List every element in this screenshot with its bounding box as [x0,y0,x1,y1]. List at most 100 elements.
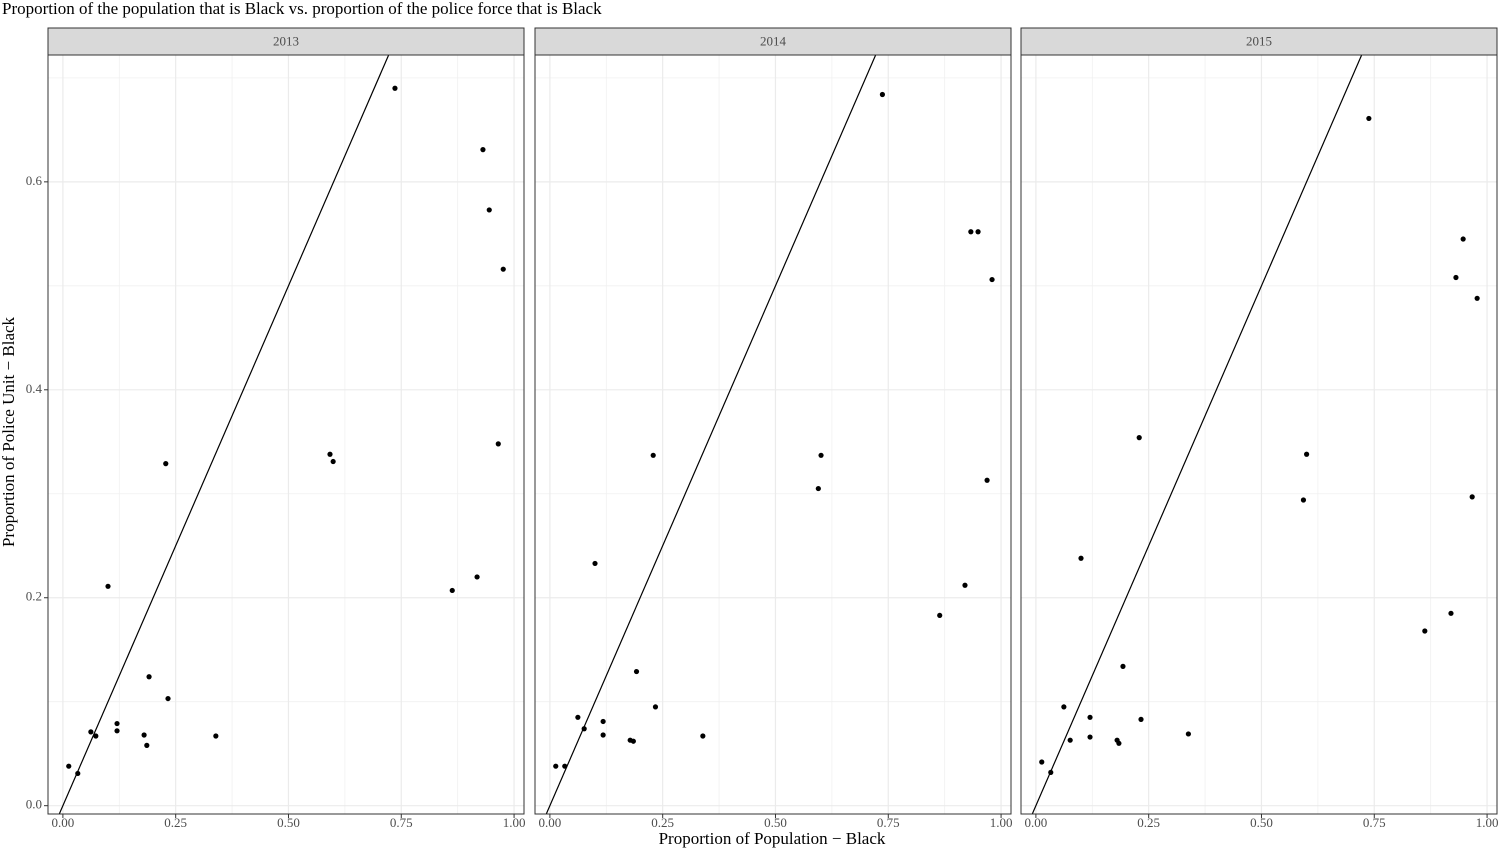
x-tick-label: 0.25 [651,815,674,830]
x-tick-label: 0.00 [1025,815,1048,830]
point [937,612,943,619]
point [327,451,333,457]
x-tick-label: 0.25 [164,815,187,830]
point [879,91,886,98]
point [1460,236,1466,242]
point [146,674,152,680]
plot-area [1021,55,1497,814]
point [562,763,568,769]
point [114,720,120,727]
point [630,738,636,744]
facet-label: 2013 [273,33,299,48]
facet-label: 2015 [1246,33,1272,48]
point [392,85,398,91]
point [984,477,990,483]
panel-border [47,54,525,815]
point [1304,451,1310,457]
point [1087,734,1093,740]
chart-title: Proportion of the population that is Bla… [2,0,602,18]
point [141,732,147,738]
identity-line [58,55,390,814]
point [633,668,640,675]
point [1300,497,1307,503]
point [1136,435,1142,441]
point [581,726,587,732]
point [75,770,81,777]
point [486,207,492,213]
panel-border [1020,54,1498,815]
point [575,714,581,720]
point [114,728,120,734]
x-tick-label: 0.00 [539,815,562,830]
point [500,266,506,272]
point [1185,731,1191,737]
point [1469,494,1475,500]
point [818,452,824,458]
point [495,441,501,447]
x-tick-label: 0.00 [52,815,75,830]
point [163,461,169,467]
point [1048,769,1054,776]
plot-area [48,55,524,814]
point [474,574,480,580]
x-axis-label: Proportion of Population − Black [659,829,886,848]
y-tick-label: 0.2 [26,589,42,604]
point [1078,555,1084,561]
point [1453,274,1459,281]
point [553,763,559,769]
y-tick-label: 0.4 [26,381,43,396]
identity-line [1031,55,1363,814]
point [1448,610,1454,616]
point [975,229,981,235]
point [962,582,968,588]
point [600,718,606,725]
x-tick-label: 0.75 [1363,815,1386,830]
point [1061,704,1067,710]
point [66,763,72,769]
y-tick-label: 0.6 [26,173,43,188]
point [600,732,606,738]
point [1067,737,1073,743]
point [1039,759,1045,765]
point [144,742,150,748]
point [1087,714,1093,720]
x-tick-label: 1.00 [503,815,526,830]
strip [47,27,525,56]
point [88,729,94,735]
panel-border [534,54,1012,815]
point [449,587,455,594]
point [1474,295,1480,301]
point [1116,740,1122,746]
identity-line [545,55,877,814]
point [93,733,99,739]
y-tick-label: 0.0 [26,797,42,812]
point [330,458,336,465]
x-tick-label: 0.75 [390,815,413,830]
x-tick-label: 1.00 [990,815,1013,830]
point [592,560,598,567]
x-tick-label: 0.25 [1137,815,1160,830]
x-tick-label: 1.00 [1476,815,1499,830]
point [700,733,706,739]
point [652,704,659,710]
point [650,452,656,458]
point [815,485,821,492]
point [480,147,486,153]
x-tick-label: 0.50 [277,815,300,830]
point [968,229,974,235]
x-tick-label: 0.50 [764,815,787,830]
x-tick-label: 0.50 [1250,815,1273,830]
point [165,695,171,702]
point [1422,628,1428,634]
point [213,733,219,739]
strip [1020,27,1498,56]
point [105,583,111,589]
point [1138,716,1144,722]
facet-label: 2014 [760,33,787,48]
point [1120,663,1126,669]
plot-area [535,55,1011,814]
point [1366,115,1372,122]
strip [534,27,1012,56]
point [989,276,995,283]
